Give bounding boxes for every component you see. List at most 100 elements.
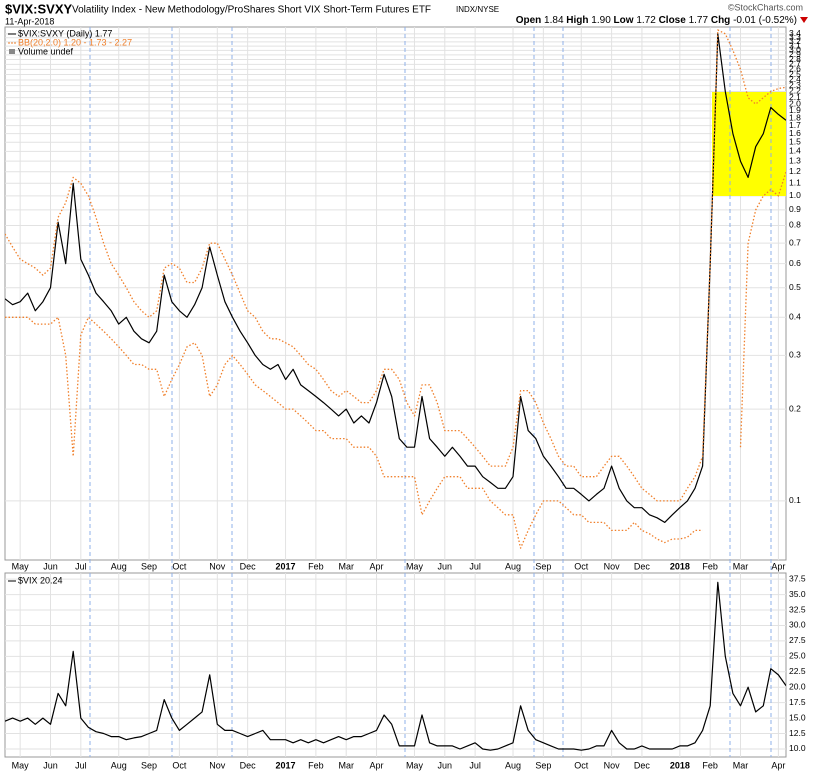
plot-layer — [5, 29, 786, 549]
y-tick-label: 3.3 — [789, 32, 801, 42]
x-tick-label: Feb — [308, 561, 324, 571]
y-tick-label: 0.9 — [789, 204, 801, 214]
x-tick-label: Jul — [75, 760, 87, 770]
legend-entry: $VIX:SVXY (Daily) 1.77 — [18, 28, 112, 38]
x-tick-label: Dec — [240, 760, 257, 770]
y-tick-label: 0.2 — [789, 403, 801, 413]
price-line — [5, 581, 786, 751]
y-tick-label: 2.3 — [789, 80, 801, 90]
y-tick-label: 1.4 — [789, 146, 801, 156]
plot-layer — [5, 581, 786, 751]
x-tick-label: Mar — [338, 561, 354, 571]
description: Volatility Index - New Methodology/ProSh… — [72, 5, 431, 16]
x-tick-label: 2018 — [670, 760, 690, 770]
legend-entry: Volume undef — [18, 46, 74, 56]
watermark: ©StockCharts.com — [728, 2, 803, 12]
y-tick-label: 35.0 — [789, 589, 806, 599]
y-tick-label: 2.8 — [789, 54, 801, 64]
y-tick-label: 27.5 — [789, 635, 806, 645]
x-tick-label: Sep — [141, 760, 157, 770]
y-tick-label: 22.5 — [789, 666, 806, 676]
quote-value: 1.90 — [591, 15, 611, 26]
x-tick-label: Mar — [338, 760, 354, 770]
x-tick-label: Sep — [535, 760, 551, 770]
y-tick-label: 0.8 — [789, 220, 801, 230]
y-tick-label: 1.5 — [789, 136, 801, 146]
down-arrow — [800, 17, 808, 23]
y-tick-label: 2.6 — [789, 64, 801, 74]
band-line — [5, 171, 786, 549]
y-tick-label: 1.0 — [789, 190, 801, 200]
x-tick-label: Jun — [43, 760, 58, 770]
x-tick-label: Mar — [733, 760, 749, 770]
x-tick-label: Dec — [240, 561, 257, 571]
y-tick-label: 25.0 — [789, 651, 806, 661]
y-tick-label: 1.6 — [789, 128, 801, 138]
y-tick-label: 1.2 — [789, 166, 801, 176]
y-tick-label: 1.8 — [789, 112, 801, 122]
x-tick-label: Apr — [771, 561, 785, 571]
y-tick-label: 2.2 — [789, 86, 801, 96]
x-tick-label: Jun — [438, 561, 453, 571]
y-tick-label: 2.7 — [789, 59, 801, 69]
y-tick-label: 3.4 — [789, 28, 801, 38]
y-tick-label: 30.0 — [789, 620, 806, 630]
y-tick-label: 37.5 — [789, 573, 806, 583]
y-tick-label: 1.1 — [789, 178, 801, 188]
x-tick-label: Feb — [702, 561, 718, 571]
quote-value: 1.77 — [689, 15, 709, 26]
symbol: $VIX:SVXY — [5, 1, 73, 16]
y-tick-label: 10.0 — [789, 743, 806, 753]
x-tick-label: Jul — [469, 561, 481, 571]
x-tick-label: Jul — [469, 760, 481, 770]
x-tick-label: Jun — [43, 561, 58, 571]
y-tick-label: 3.0 — [789, 45, 801, 55]
price-line — [5, 33, 786, 523]
y-tick-label: 2.0 — [789, 98, 801, 108]
x-tick-label: Apr — [370, 561, 384, 571]
y-tick-label: 17.5 — [789, 697, 806, 707]
y-tick-label: 32.5 — [789, 604, 806, 614]
x-tick-label: Sep — [141, 561, 157, 571]
y-tick-label: 1.7 — [789, 120, 801, 130]
y-tick-label: 0.3 — [789, 350, 801, 360]
y-tick-label: 3.2 — [789, 36, 801, 46]
x-tick-label: May — [12, 760, 30, 770]
x-tick-label: Mar — [733, 561, 749, 571]
quote-label: Chg — [711, 15, 730, 26]
exchange: INDX/NYSE — [456, 5, 499, 14]
x-tick-label: Apr — [771, 760, 785, 770]
y-tick-label: 15.0 — [789, 712, 806, 722]
y-tick-label: 0.6 — [789, 258, 801, 268]
event-lines — [89, 27, 772, 757]
quote-value: -0.01 (-0.52%) — [733, 15, 797, 26]
x-tick-label: Nov — [604, 561, 621, 571]
quote-label: Low — [614, 15, 634, 26]
x-tick-label: Apr — [370, 760, 384, 770]
y-tick-label: 1.3 — [789, 155, 801, 165]
y-tick-label: 0.7 — [789, 237, 801, 247]
x-tick-label: Nov — [604, 760, 621, 770]
x-tick-label: Jul — [75, 561, 87, 571]
quote-label: Close — [659, 15, 687, 26]
y-tick-label: 2.4 — [789, 74, 801, 84]
quote-value: 1.72 — [636, 15, 656, 26]
x-tick-label: Dec — [634, 561, 651, 571]
x-tick-label: Aug — [505, 760, 521, 770]
y-tick-label: 12.5 — [789, 728, 806, 738]
legend-entry: BB(20,2.0) 1.20 - 1.73 - 2.27 — [18, 37, 132, 47]
x-tick-label: Feb — [702, 760, 718, 770]
y-tick-label: 1.9 — [789, 105, 801, 115]
x-tick-label: Nov — [209, 561, 226, 571]
x-tick-label: 2018 — [670, 561, 690, 571]
x-tick-label: Dec — [634, 760, 651, 770]
x-tick-label: Oct — [172, 561, 187, 571]
x-tick-label: May — [406, 561, 424, 571]
quote-label: Open — [516, 15, 542, 26]
y-tick-label: 0.1 — [789, 495, 801, 505]
x-tick-label: Oct — [172, 760, 187, 770]
x-tick-label: Nov — [209, 760, 226, 770]
y-tick-label: 3.1 — [789, 40, 801, 50]
quote-value: 1.84 — [544, 15, 564, 26]
